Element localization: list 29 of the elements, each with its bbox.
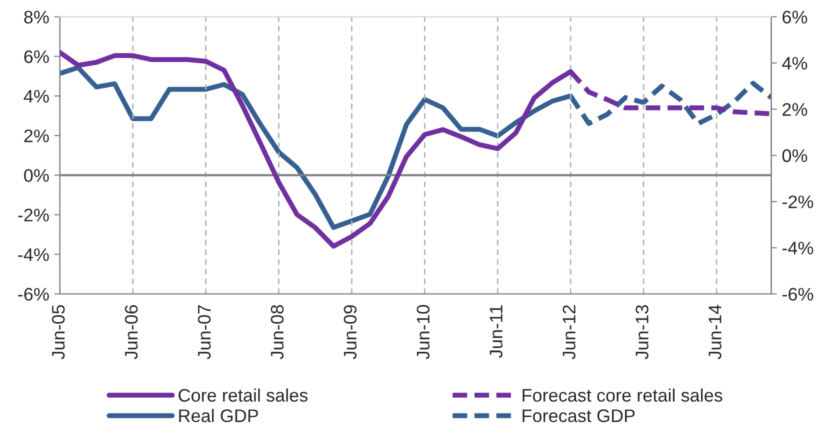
x-tick-label: Jun-05 xyxy=(52,305,65,360)
y-tick-label: 4% xyxy=(24,90,49,103)
y-tick-label: -2% xyxy=(18,208,49,222)
legend-label: Core retail sales xyxy=(178,388,308,402)
y-tick-label: -4% xyxy=(18,248,49,261)
y-tick-label: 2% xyxy=(24,130,49,142)
y2-tick-label: -4% xyxy=(782,242,814,254)
x-tick-label: Jun-11 xyxy=(490,305,503,358)
x-tick-label: Jun-07 xyxy=(198,305,211,360)
y2-tick-label: 0% xyxy=(782,149,808,162)
y-tick-label: 8% xyxy=(24,10,49,24)
x-tick-label: Jun-08 xyxy=(270,305,284,360)
x-tick-label: Jun-06 xyxy=(124,305,138,360)
x-tick-label: Jun-10 xyxy=(416,305,430,360)
x-tick-label: Jun-09 xyxy=(344,305,357,360)
x-tick-label: Jun-14 xyxy=(708,304,722,360)
y2-tick-label: 4% xyxy=(782,57,808,70)
y2-tick-label: -2% xyxy=(782,195,814,208)
y2-tick-label: 2% xyxy=(782,103,808,116)
y-tick-label: -6% xyxy=(18,288,49,301)
x-tick-label: Jun-12 xyxy=(562,305,576,360)
x-tick-label: Jun-13 xyxy=(636,305,648,360)
y2-tick-label: 6% xyxy=(782,10,808,24)
y-tick-label: 0% xyxy=(24,169,49,182)
y2-tick-label: -6% xyxy=(782,288,814,301)
y-tick-label: 6% xyxy=(24,50,49,64)
legend-label: Forecast GDP xyxy=(522,409,635,422)
legend-label: Forecast core retail sales xyxy=(522,388,722,402)
legend-label: Real GDP xyxy=(179,408,258,422)
